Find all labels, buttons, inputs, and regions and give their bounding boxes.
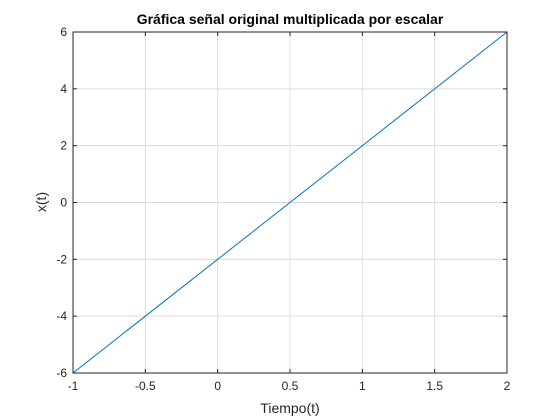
y-tick-label: -6 [56, 366, 67, 380]
y-tick-label: -2 [56, 252, 67, 266]
y-axis-label: x(t) [33, 192, 49, 212]
y-tick-label: 4 [60, 82, 67, 96]
chart-title: Gráfica señal original multiplicada por … [137, 11, 444, 27]
x-tick-label: 1.5 [426, 379, 443, 393]
x-tick-label: 0.5 [282, 379, 299, 393]
x-axis-label: Tiempo(t) [260, 400, 319, 416]
y-tick-label: 6 [60, 25, 67, 39]
x-tick-label: 1 [359, 379, 366, 393]
ticks [72, 31, 508, 374]
x-tick-label: 2 [504, 379, 511, 393]
x-tick-label: 0 [214, 379, 221, 393]
y-tick-label: -4 [56, 309, 67, 323]
x-tick-label: -1 [68, 379, 79, 393]
series-layer [72, 31, 508, 374]
y-tick-labels: -6 -4 -2 0 2 4 6 [56, 25, 67, 380]
y-tick-label: 0 [60, 196, 67, 210]
x-tick-label: -0.5 [135, 379, 156, 393]
x-tick-labels: -1 -0.5 0 0.5 1 1.5 2 [68, 379, 511, 393]
y-tick-label: 2 [60, 139, 67, 153]
series-line [72, 31, 508, 374]
